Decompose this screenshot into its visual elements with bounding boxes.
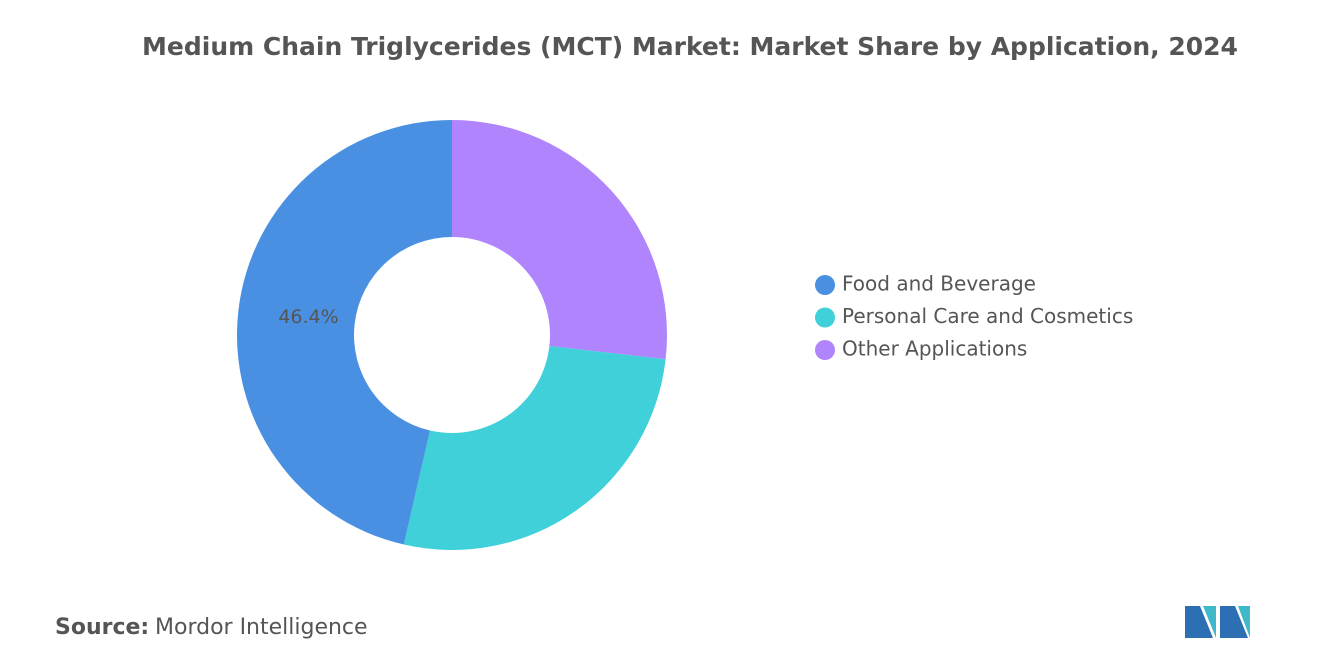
- legend-label: Personal Care and Cosmetics: [842, 304, 1133, 328]
- donut-slice: [452, 120, 667, 360]
- legend-swatch: [815, 340, 835, 360]
- source-label: Source:: [55, 615, 149, 640]
- source: Mordor Intelligence: [155, 615, 368, 640]
- logo: [1185, 606, 1250, 638]
- legend-label: Food and Beverage: [842, 272, 1036, 296]
- legend-label: Other Applications: [842, 337, 1027, 361]
- data-label: 46.4%: [278, 306, 338, 328]
- donut-slice: [403, 346, 666, 550]
- legend-swatch: [815, 307, 835, 328]
- donut-slice: [237, 120, 452, 545]
- legend-swatch: [815, 275, 835, 295]
- chart-title: Medium Chain Triglycerides (MCT) Market:…: [142, 32, 1238, 61]
